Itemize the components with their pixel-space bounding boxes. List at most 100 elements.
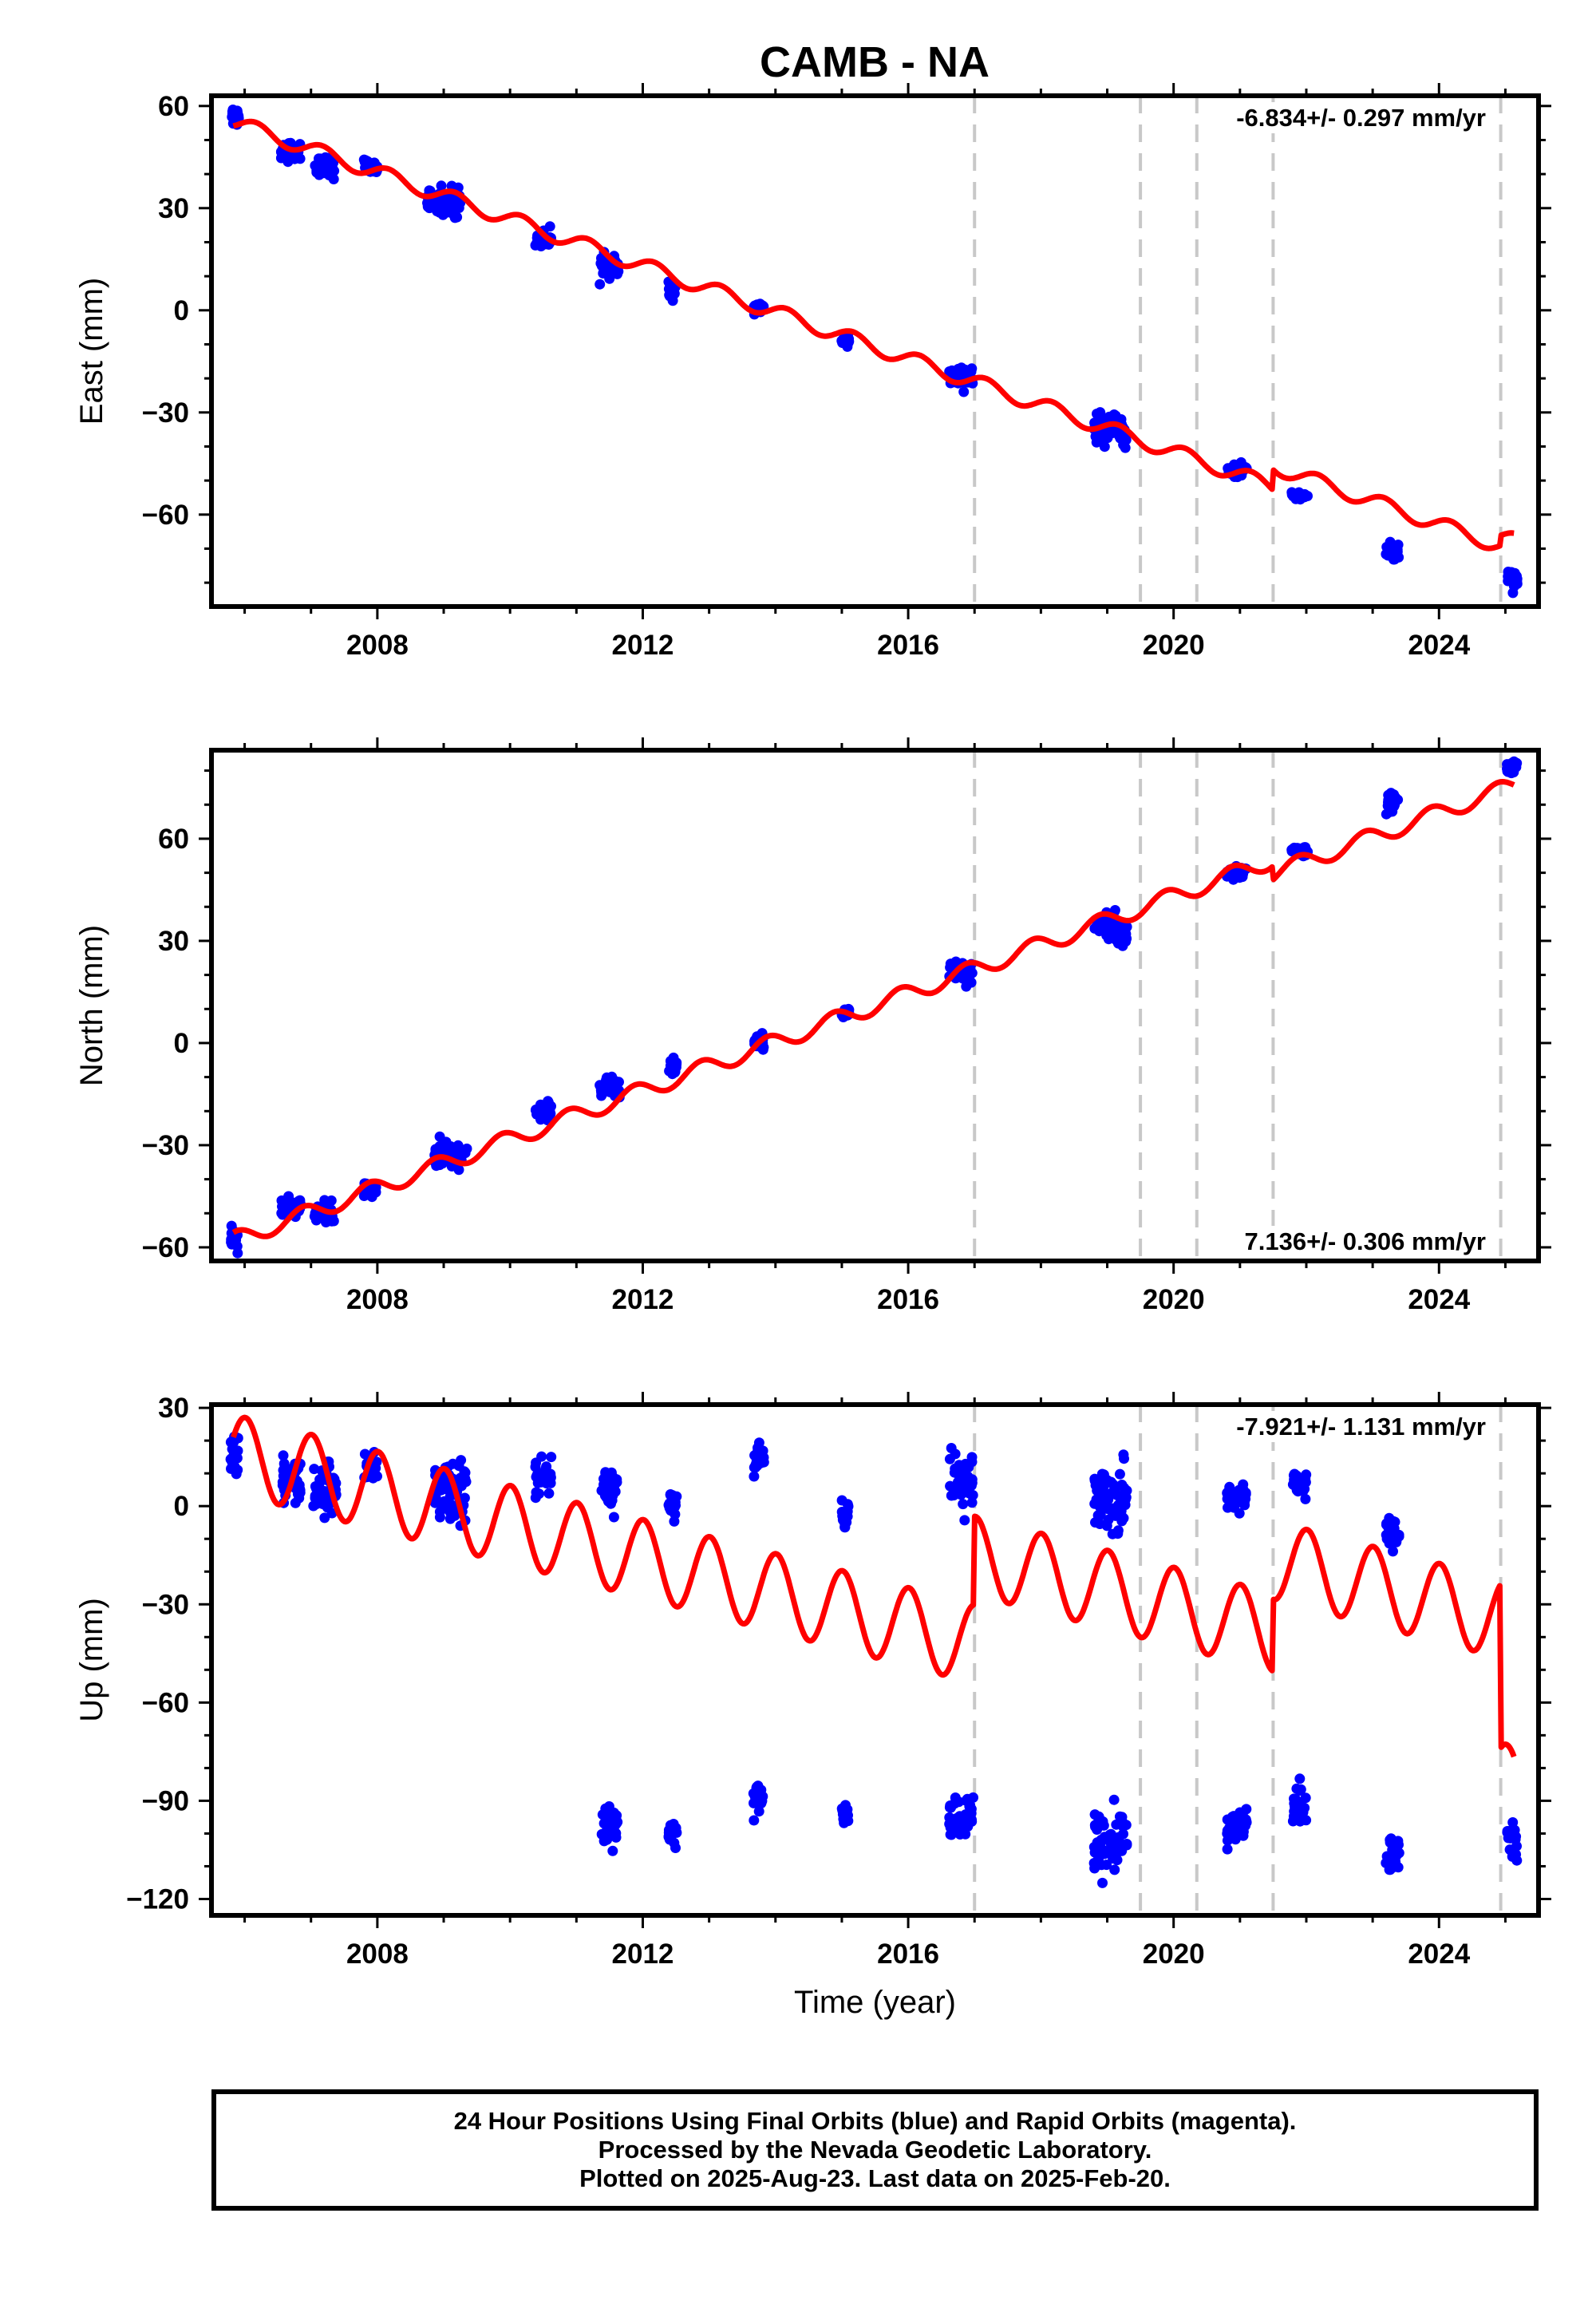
up-data-point (1300, 1473, 1311, 1484)
up-data-point (308, 1500, 319, 1512)
east-data-point (1117, 430, 1128, 441)
north-x-tick-label: 2024 (1408, 1284, 1470, 1315)
east-y-tick-label: −30 (142, 397, 189, 429)
east-data-point (1120, 442, 1131, 453)
east-y-tick-label: 60 (158, 91, 189, 122)
up-x-tick-label: 2012 (612, 1939, 674, 1970)
east-rate-label-background (1233, 102, 1489, 133)
north-y-tick-label: 0 (174, 1028, 189, 1059)
east-rate-label: -6.834+/- 0.297 mm/yr (1236, 104, 1486, 132)
up-data-point (840, 1800, 851, 1811)
north-plot-area (226, 756, 1523, 1259)
up-data-point (959, 1515, 970, 1526)
up-x-axis-label: Time (year) (794, 1985, 956, 2020)
north-y-tick-label: 30 (158, 926, 189, 957)
up-x-tick-label: 2008 (346, 1939, 409, 1970)
up-data-point (319, 1512, 330, 1524)
east-data-point (665, 283, 676, 294)
up-data-point (545, 1477, 556, 1488)
up-data-point (1301, 1815, 1312, 1826)
east-frame (209, 93, 1541, 609)
north-data-point (537, 1103, 548, 1113)
up-data-point (445, 1504, 456, 1516)
up-data-point (841, 1516, 852, 1528)
up-data-point (751, 1782, 762, 1793)
chart-title: CAMB - NA (760, 38, 990, 86)
up-data-point (954, 1829, 966, 1840)
up-data-point (749, 1471, 760, 1482)
up-data-point (1104, 1837, 1116, 1848)
north-data-point (950, 956, 962, 967)
north-rate-label-background (1241, 1226, 1489, 1257)
up-data-point (947, 1824, 958, 1835)
up-data-point (435, 1498, 446, 1509)
up-data-point (1222, 1835, 1233, 1846)
up-data-point (1116, 1480, 1128, 1490)
footer-line-1: 24 Hour Positions Using Final Orbits (bl… (453, 2107, 1297, 2135)
up-data-point (955, 1478, 966, 1488)
east-y-tick-label: 0 (174, 295, 189, 326)
east-x-tick-label: 2012 (612, 630, 674, 661)
up-data-point (1109, 1864, 1120, 1875)
north-data-point (226, 1220, 237, 1231)
up-data-point (310, 1492, 321, 1504)
east-data-point (842, 334, 853, 346)
up-data-point (950, 1792, 961, 1803)
east-data-point (443, 193, 454, 204)
up-data-point (1504, 1829, 1515, 1840)
east-data-point (282, 156, 294, 168)
up-data-point (602, 1834, 613, 1845)
up-data-point (530, 1492, 541, 1504)
up-data-point (314, 1474, 326, 1485)
up-data-point (1381, 1518, 1393, 1529)
up-data-point (460, 1473, 471, 1484)
up-data-point (1097, 1877, 1108, 1888)
up-data-point (1241, 1804, 1252, 1815)
up-data-point (456, 1455, 467, 1466)
north-y-tick-label: −60 (142, 1232, 189, 1263)
up-data-point (597, 1809, 608, 1820)
up-data-point (543, 1468, 554, 1479)
up-frame (209, 1402, 1541, 1918)
east-data-point (436, 180, 447, 192)
up-data-point (950, 1448, 961, 1460)
up-data-point (309, 1464, 320, 1475)
east-model-curve (231, 118, 1515, 551)
up-data-point (1234, 1508, 1245, 1519)
up-data-point (279, 1458, 290, 1469)
up-data-point (1295, 1784, 1306, 1795)
up-panel: 2008 2012 2016 2020 2024 −120 −90 −60 −30 0 30 Up (… (74, 1392, 1551, 2020)
up-data-point (601, 1492, 612, 1503)
north-y-tick-label: 60 (158, 824, 189, 855)
north-y-tick-label: −30 (142, 1130, 189, 1161)
north-data-point (434, 1131, 445, 1142)
up-data-point (965, 1804, 976, 1816)
east-data-point (228, 111, 239, 122)
east-data-point (1235, 458, 1246, 469)
up-data-point (359, 1448, 370, 1460)
up-data-point (946, 1802, 956, 1813)
up-y-tick-label: 0 (174, 1491, 189, 1522)
up-y-tick-label: 30 (158, 1393, 189, 1424)
east-x-tick-label: 2016 (877, 630, 939, 661)
up-data-point (1294, 1484, 1306, 1495)
north-x-tick-label: 2020 (1143, 1284, 1205, 1315)
up-data-point (666, 1505, 676, 1516)
up-data-point (608, 1512, 619, 1523)
up-data-point (1108, 1794, 1120, 1805)
up-x-tick-label: 2020 (1143, 1939, 1205, 1970)
north-data-point (597, 1089, 608, 1100)
north-data-point (1506, 768, 1517, 779)
east-data-point (311, 167, 322, 178)
up-y-tick-label: −60 (142, 1687, 189, 1718)
up-data-point (229, 1446, 240, 1456)
up-data-point (966, 1480, 977, 1491)
north-frame (209, 748, 1541, 1263)
north-model-curve (231, 779, 1515, 1239)
east-data-point (1296, 492, 1307, 503)
up-data-point (1118, 1449, 1129, 1460)
up-data-point (1120, 1494, 1131, 1505)
east-data-point (1095, 407, 1106, 418)
up-data-point (531, 1472, 542, 1483)
up-data-point (1506, 1845, 1517, 1856)
